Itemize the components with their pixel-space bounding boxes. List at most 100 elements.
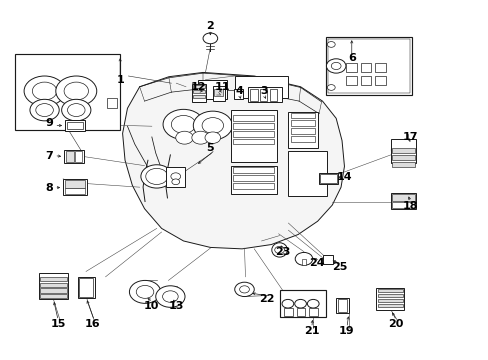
Bar [360,63,370,72]
Bar [391,155,414,160]
Bar [391,194,414,201]
Text: 9: 9 [45,118,53,128]
Circle shape [30,99,59,121]
Bar [191,84,206,102]
Circle shape [307,300,319,308]
Circle shape [326,59,345,73]
Text: 5: 5 [206,143,214,153]
Circle shape [32,82,57,100]
Text: 11: 11 [214,82,230,93]
Bar [279,290,325,317]
Bar [328,39,409,93]
Text: 22: 22 [258,294,274,304]
Circle shape [162,291,178,302]
Bar [250,89,257,101]
Circle shape [171,179,179,185]
Bar [64,180,84,188]
Bar [230,110,277,162]
Bar [269,89,277,101]
Bar [212,86,224,101]
Bar [198,80,227,99]
Circle shape [163,109,203,139]
Circle shape [294,300,306,308]
Polygon shape [122,72,344,249]
Bar [66,122,83,130]
Bar [230,166,277,194]
Bar [233,123,273,129]
Text: 7: 7 [45,150,53,161]
Bar [63,179,86,195]
Circle shape [282,300,293,308]
Circle shape [67,104,85,117]
Bar [345,76,356,85]
Bar [260,89,267,101]
Text: 20: 20 [387,319,403,329]
Circle shape [171,116,195,134]
Text: 13: 13 [168,301,183,311]
Circle shape [327,85,334,90]
Bar [377,299,402,302]
Bar [335,298,348,314]
Circle shape [330,62,340,69]
Circle shape [56,76,97,106]
Bar [75,151,82,162]
Bar [288,151,327,196]
Text: 24: 24 [308,258,324,268]
Bar [290,136,315,142]
Bar [288,112,317,148]
Bar [40,288,66,293]
Bar [377,304,402,307]
Bar [233,175,273,181]
Bar [360,76,370,85]
Text: 6: 6 [347,53,355,63]
Circle shape [295,252,312,265]
Circle shape [204,132,220,143]
Bar [248,87,281,102]
Text: 2: 2 [206,21,214,31]
Bar [233,89,242,99]
Bar [39,273,68,299]
Circle shape [327,41,334,47]
Bar [233,115,273,121]
Bar [391,148,414,153]
Bar [290,121,315,126]
Bar [214,89,223,96]
Bar [65,151,74,162]
Bar [15,54,120,130]
Bar [284,309,292,316]
Bar [337,300,346,312]
Bar [318,173,337,184]
Bar [296,309,305,316]
Bar [391,202,414,208]
Bar [107,98,117,108]
Bar [40,277,66,281]
Bar [390,139,415,163]
Text: 15: 15 [50,319,66,329]
Circle shape [239,286,249,293]
Ellipse shape [145,168,167,184]
Bar [193,85,204,88]
Bar [345,63,356,72]
Text: 1: 1 [116,75,124,85]
Circle shape [36,104,53,117]
Bar [377,294,402,297]
Bar [320,174,336,183]
Circle shape [191,131,209,144]
Bar [65,121,84,131]
Bar [302,259,305,265]
Bar [323,255,332,264]
Circle shape [170,173,180,180]
Text: 21: 21 [304,326,319,336]
Bar [233,183,273,189]
Bar [64,188,84,194]
Bar [166,167,184,187]
Bar [309,309,318,316]
Bar [374,76,385,85]
Bar [193,90,204,93]
Text: 19: 19 [338,326,354,336]
Bar [193,95,204,98]
Bar [40,283,66,287]
Circle shape [274,246,284,253]
Ellipse shape [141,165,172,188]
Text: 10: 10 [144,301,159,311]
